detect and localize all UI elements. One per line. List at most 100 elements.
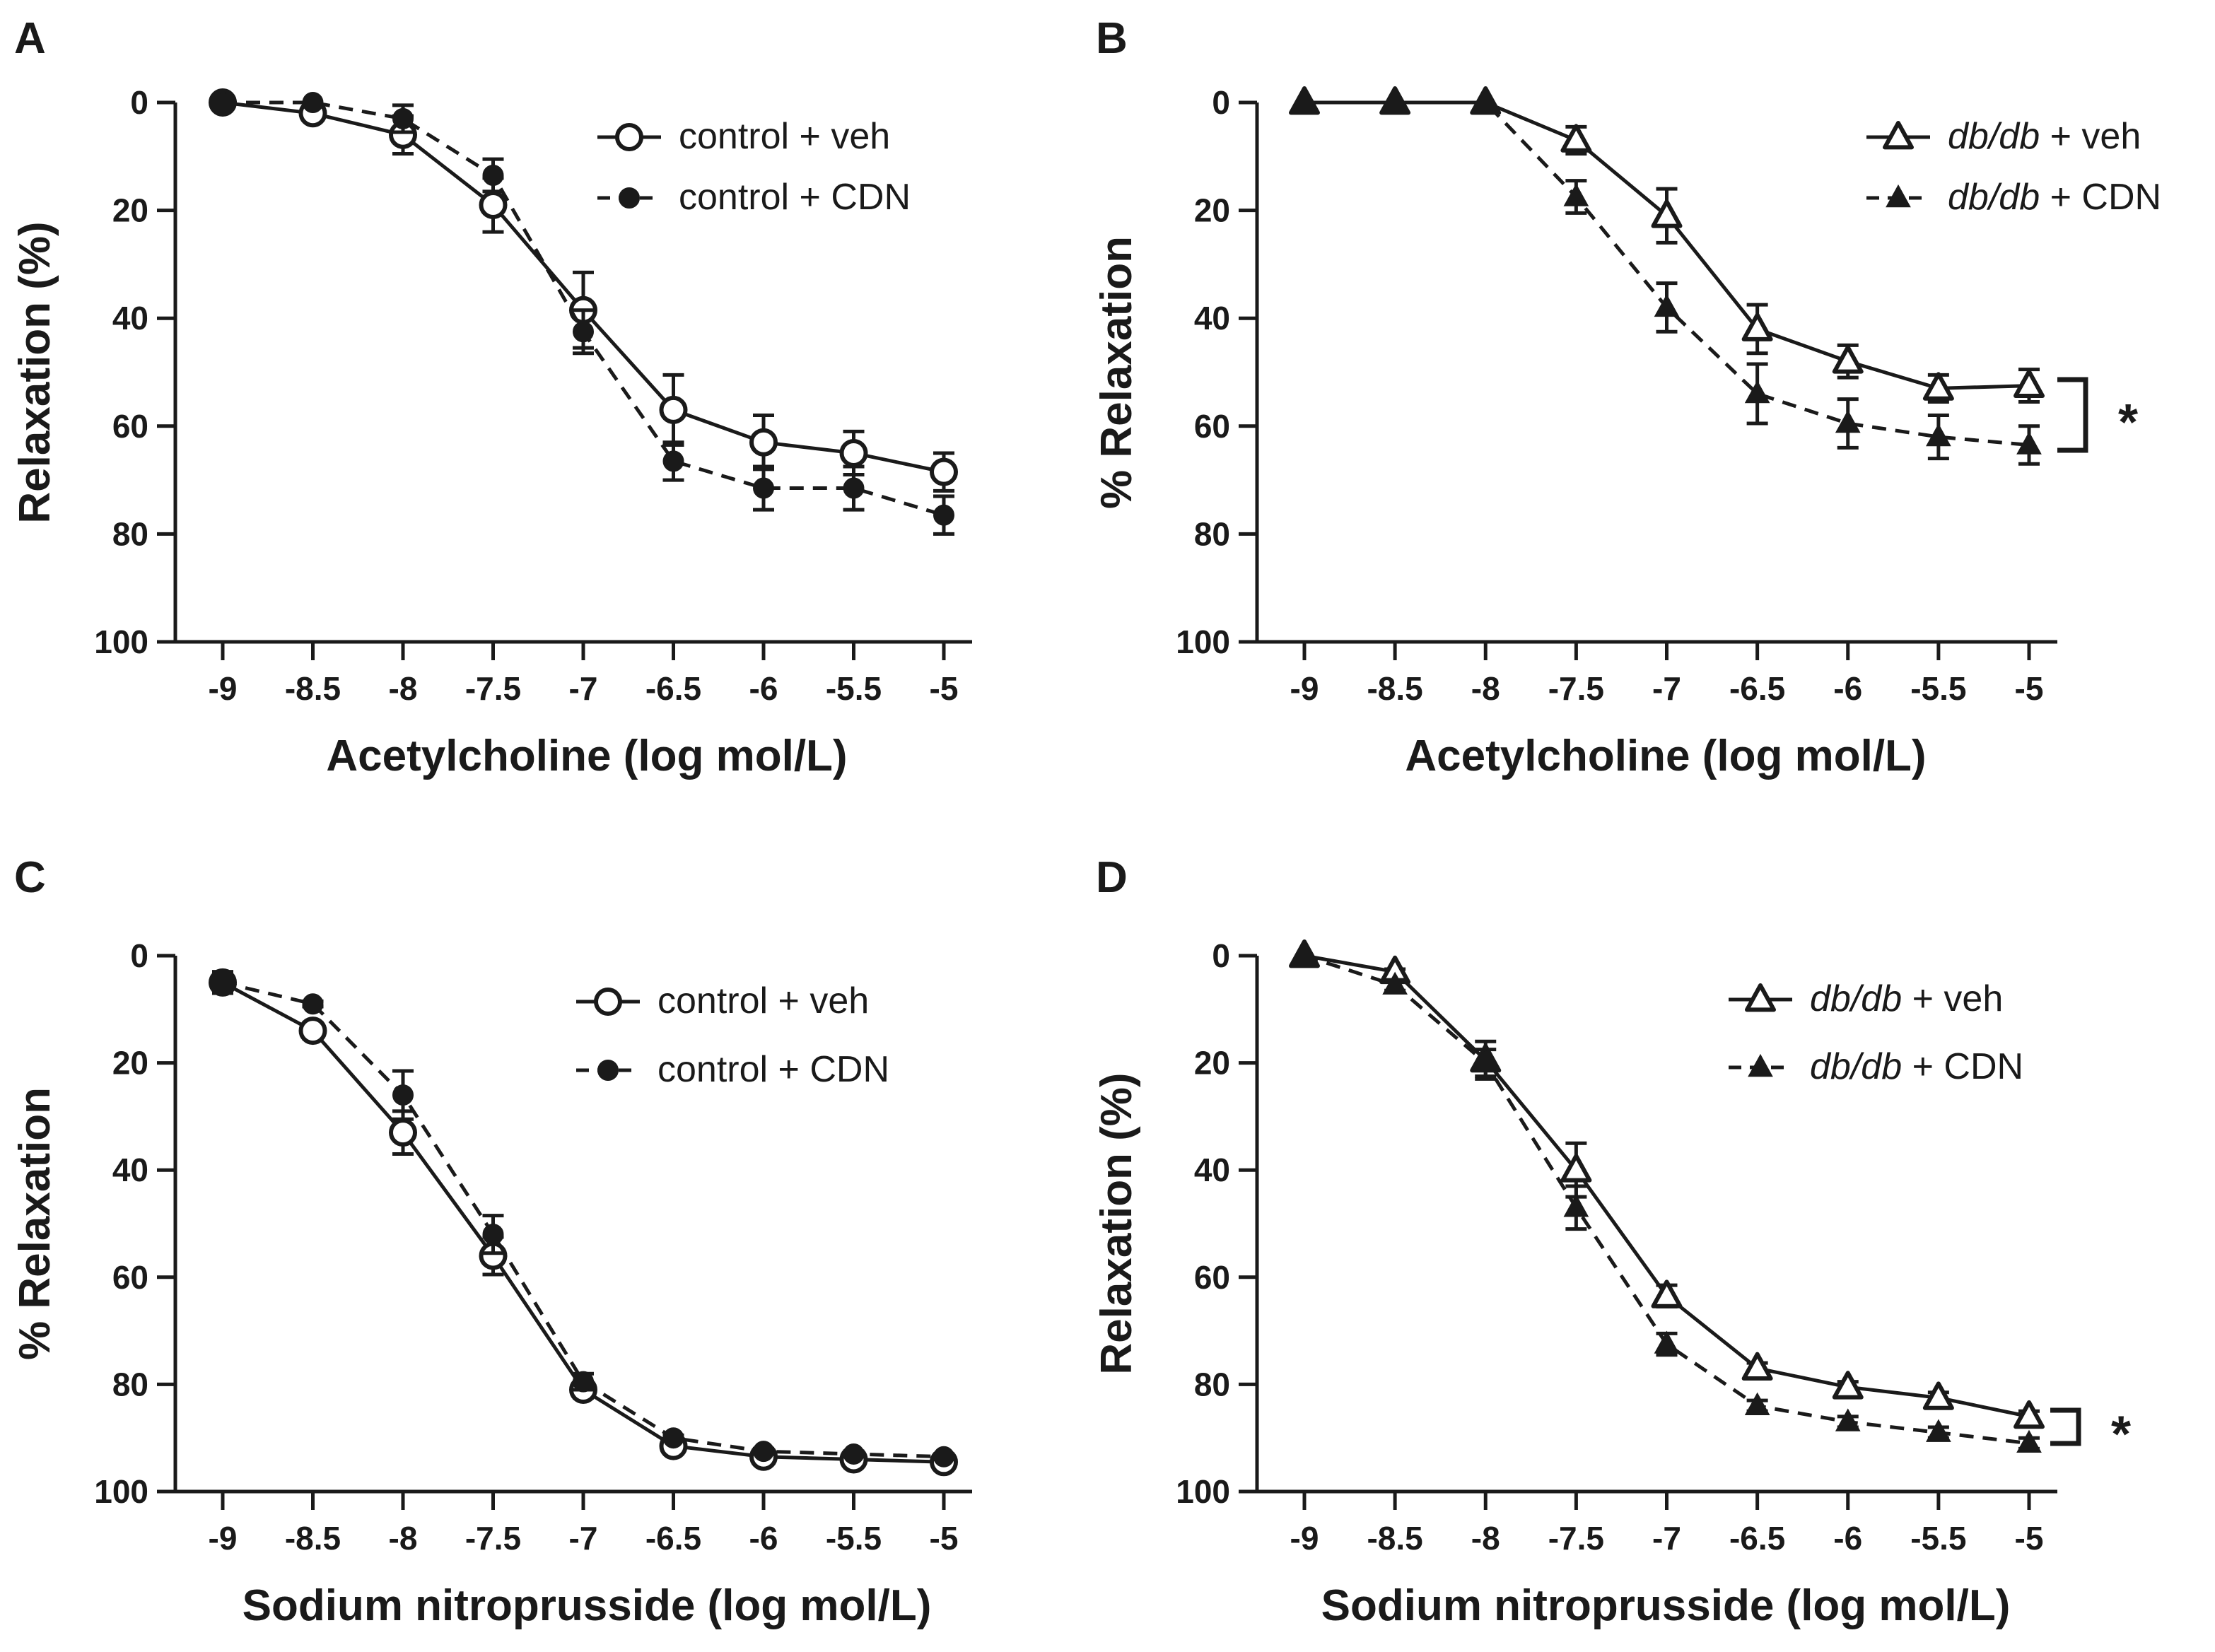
x-tick-label: -9: [209, 670, 238, 707]
x-tick-label: -8.5: [1367, 1520, 1422, 1557]
panel-label-B: B: [1096, 14, 1128, 63]
legend-label: control + CDN: [658, 1049, 889, 1090]
x-tick-label: -5.5: [826, 1520, 882, 1557]
x-tick-label: -7.5: [465, 1520, 521, 1557]
series-cdn: [1292, 88, 2042, 466]
data-point: [1922, 372, 1954, 401]
x-tick-label: -8.5: [1367, 670, 1422, 707]
y-tick-label: 100: [94, 1473, 148, 1510]
legend-marker: [619, 187, 640, 209]
x-tick-label: -6.5: [1729, 670, 1785, 707]
data-point: [302, 92, 324, 113]
legend: control + veh control + CDN: [576, 980, 889, 1090]
data-point: [1382, 88, 1408, 112]
y-axis-title: Relaxation (%): [11, 221, 59, 523]
legend-marker: [594, 988, 622, 1016]
series-line: [1304, 954, 2030, 1446]
chart-panel-a: 0 20 40 60 80 100 -9 -8.5 -8 -7.5 -7 -6.5 -6 -5.5 -5 Ac…: [11, 84, 972, 780]
data-point: [1741, 312, 1773, 341]
legend-marker: [615, 123, 643, 151]
x-tick-label: -7.5: [465, 670, 521, 707]
y-tick-label: 100: [1176, 623, 1230, 660]
data-point: [843, 477, 865, 499]
legend-marker: [1886, 184, 1911, 208]
y-tick-label: 80: [1194, 1366, 1230, 1402]
data-point: [1835, 409, 1861, 433]
data-point: [1926, 423, 1951, 447]
chart-panels: 0 20 40 60 80 100 -9 -8.5 -8 -7.5 -7 -6.5 -6 -5.5 -5 Ac…: [11, 84, 2161, 1630]
data-point: [2016, 431, 2042, 455]
panel-label-D: D: [1096, 853, 1128, 902]
y-tick-label: 100: [94, 623, 148, 660]
data-point: [662, 450, 684, 472]
data-point: [1744, 380, 1770, 404]
y-tick-label: 60: [1194, 1259, 1230, 1296]
data-point: [1922, 1381, 1954, 1410]
data-point: [2014, 369, 2045, 398]
legend-marker: [1748, 1053, 1773, 1077]
chart-panel-d: 0 20 40 60 80 100 -9 -8.5 -8 -7.5 -7 -6.5 -6 -5.5 -5So…: [1092, 937, 2131, 1630]
y-tick-label: 20: [1194, 192, 1230, 229]
data-point: [298, 1017, 327, 1045]
significance-star: *: [2111, 1407, 2131, 1463]
y-tick-label: 40: [112, 1152, 148, 1188]
x-axis-title: Acetylcholine (log mol/L): [326, 732, 847, 780]
data-point: [1292, 942, 1317, 966]
legend: control + veh control + CDN: [597, 116, 911, 218]
data-point: [1832, 1371, 1864, 1400]
legend: db/db + veh db/db + CDN: [1866, 116, 2161, 218]
data-point: [1382, 971, 1408, 995]
data-point: [1651, 199, 1683, 228]
x-tick-label: -6.5: [645, 1520, 701, 1557]
data-point: [302, 993, 324, 1015]
x-axis-title: Sodium nitroprusside (log mol/L): [242, 1581, 932, 1630]
data-point: [662, 1427, 684, 1449]
y-tick-label: 40: [112, 300, 148, 336]
data-point: [482, 165, 504, 187]
x-tick-label: -8.5: [285, 1520, 341, 1557]
data-point: [753, 477, 774, 499]
legend-label: db/db + CDN: [1810, 1046, 2023, 1087]
y-tick-label: 80: [112, 1366, 148, 1402]
y-tick-label: 40: [1194, 1152, 1230, 1188]
chart-panel-c: 0 20 40 60 80 100 -9 -8.5 -8 -7.5 -7 -6.5 -6 -5.5 -5 So…: [11, 937, 972, 1630]
y-tick-label: 100: [1176, 1473, 1230, 1510]
legend: db/db + veh db/db + CDN: [1729, 978, 2023, 1087]
series-cdn: [1292, 942, 2042, 1453]
x-axis-title: Acetylcholine (log mol/L): [1405, 732, 1926, 780]
data-point: [479, 190, 508, 219]
y-tick-label: 40: [1194, 300, 1230, 336]
x-tick-label: -8: [389, 1520, 418, 1557]
y-tick-label: 0: [130, 84, 148, 121]
x-tick-label: -7: [1652, 1520, 1681, 1557]
x-tick-label: -6: [1833, 1520, 1862, 1557]
y-tick-label: 60: [112, 1259, 148, 1296]
series-cdn: [212, 970, 954, 1468]
data-point: [1292, 88, 1317, 112]
data-point: [1560, 1154, 1592, 1183]
data-point: [1473, 1049, 1499, 1072]
legend-label: control + CDN: [679, 177, 911, 218]
x-tick-label: -5: [930, 1520, 959, 1557]
data-point: [1741, 1352, 1773, 1381]
x-tick-label: -9: [1290, 670, 1319, 707]
x-tick-label: -7: [569, 1520, 598, 1557]
x-tick-label: -5: [930, 670, 959, 707]
legend-label: db/db + veh: [1948, 116, 2141, 157]
series-veh: [1289, 86, 2045, 404]
significance-star: *: [2118, 394, 2138, 451]
data-point: [392, 1084, 414, 1106]
data-point: [1744, 1392, 1770, 1415]
data-point: [659, 395, 688, 424]
x-tick-label: -5: [2015, 670, 2044, 707]
x-tick-label: -5.5: [826, 670, 882, 707]
y-axis-title: Relaxation (%): [1092, 1072, 1141, 1374]
y-tick-label: 0: [1212, 84, 1230, 121]
x-tick-label: -5.5: [1910, 670, 1966, 707]
data-point: [1563, 1194, 1589, 1217]
panel-label-A: A: [14, 14, 46, 63]
data-point: [839, 438, 868, 467]
data-point: [212, 971, 233, 993]
x-tick-label: -5.5: [1910, 1520, 1966, 1557]
